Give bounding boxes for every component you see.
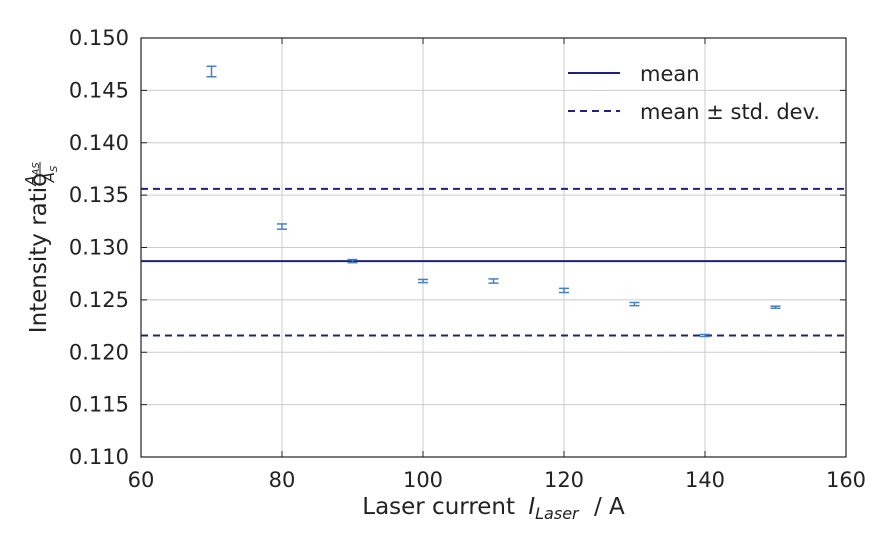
data-point — [418, 278, 428, 284]
y-tick-label: 0.115 — [69, 393, 129, 417]
reference-lines — [141, 187, 846, 337]
data-point — [700, 333, 710, 338]
x-tick-label: 160 — [826, 468, 866, 492]
y-axis-title-text: Intensity ratio — [26, 173, 52, 333]
y-fraction-numerator: AAS — [22, 162, 42, 187]
y-tick-label: 0.125 — [69, 288, 129, 312]
data-point — [629, 301, 640, 307]
y-tick-label: 0.140 — [69, 131, 129, 155]
y-tick-label: 0.135 — [69, 183, 129, 207]
y-axis-title: Intensity ratio AAS AS — [22, 162, 60, 334]
data-point — [770, 305, 781, 310]
y-tick-label: 0.130 — [69, 236, 129, 260]
y-axis-fraction: AAS AS — [22, 162, 60, 187]
data-point — [488, 278, 499, 284]
x-tick-label: 80 — [269, 468, 296, 492]
legend-label: mean ± std. dev. — [640, 100, 820, 124]
x-tick-label: 120 — [544, 468, 584, 492]
y-tick-label: 0.120 — [69, 340, 129, 364]
data-point — [277, 223, 287, 230]
x-tick-label: 100 — [403, 468, 443, 492]
y-tick-label: 0.110 — [69, 445, 129, 469]
ticks: 60 80 100 120 140 160 0.110 0.115 0.120 0.125 0.13… — [69, 26, 866, 492]
data-points — [206, 65, 781, 338]
y-fraction-denominator: AS — [40, 165, 60, 183]
y-tick-label: 0.145 — [69, 78, 129, 102]
legend-label: mean — [640, 62, 700, 86]
legend: mean mean ± std. dev. — [568, 62, 820, 124]
x-tick-label: 60 — [128, 468, 155, 492]
y-tick-label: 0.150 — [69, 26, 129, 50]
x-axis-title: Laser current ILaser / A — [362, 494, 625, 525]
data-point — [347, 258, 358, 264]
x-tick-label: 140 — [685, 468, 725, 492]
data-point — [206, 65, 217, 78]
data-point — [559, 287, 569, 294]
